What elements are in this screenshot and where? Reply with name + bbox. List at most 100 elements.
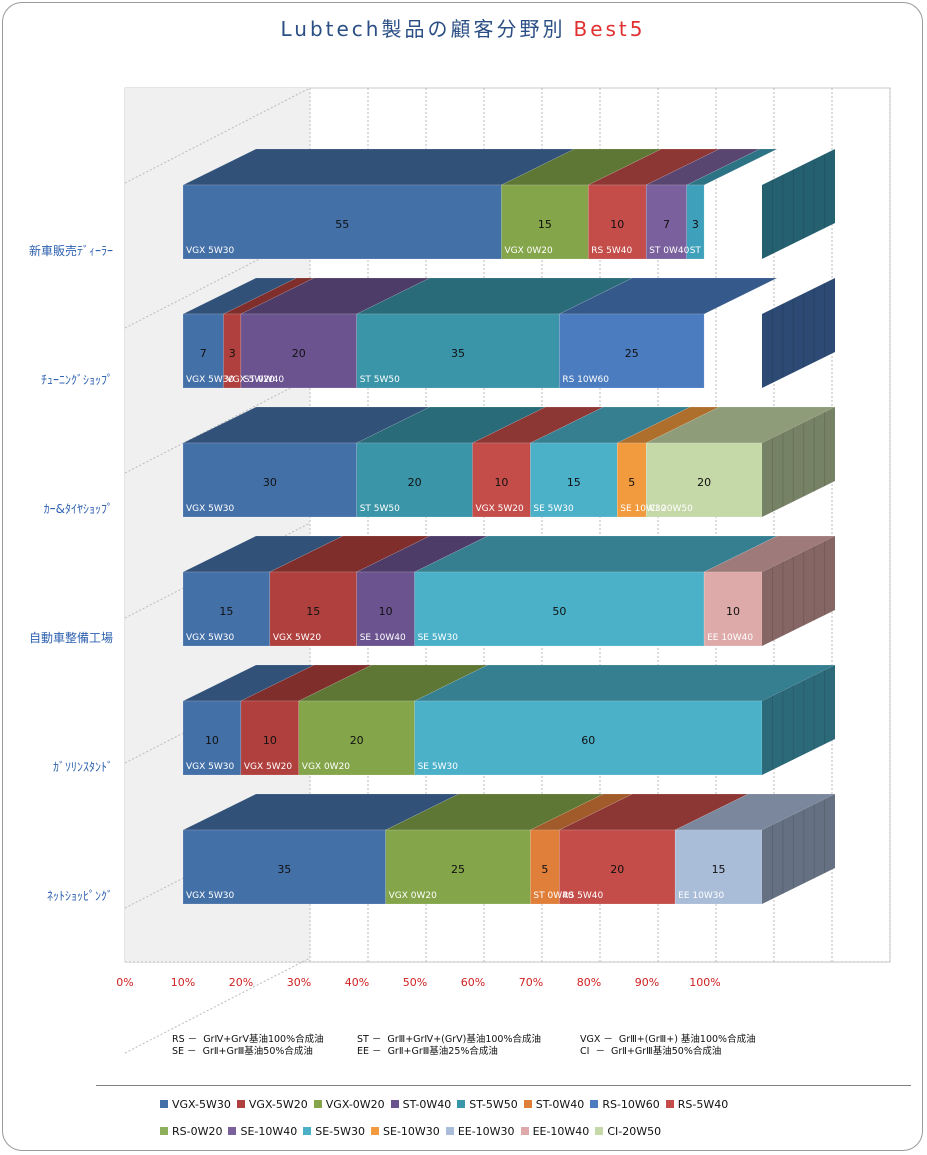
data-label: 60 bbox=[581, 734, 595, 747]
legend-label: RS-10W60 bbox=[602, 1098, 660, 1111]
x-tick-label: 90% bbox=[635, 976, 659, 989]
data-label: 25 bbox=[625, 347, 639, 360]
legend-label: VGX-0W20 bbox=[325, 1098, 385, 1111]
legend-item: RS-0W20 bbox=[160, 1125, 222, 1138]
category-label: 自動車整備工場 bbox=[29, 630, 113, 645]
series-label: SE 5W30 bbox=[418, 633, 459, 643]
data-label: 20 bbox=[292, 347, 306, 360]
bar-segment bbox=[182, 184, 502, 260]
series-label: VGX 5W30 bbox=[186, 891, 235, 901]
chart-title: Lubtech製品の顧客分野別 Best5 bbox=[281, 17, 646, 41]
data-label: 35 bbox=[451, 347, 465, 360]
legend-item: RS-10W60 bbox=[590, 1098, 660, 1111]
bar-segment bbox=[414, 700, 763, 776]
legend-swatch bbox=[520, 1127, 529, 1135]
bar-segment bbox=[530, 829, 560, 905]
x-tick-label: 100% bbox=[689, 976, 720, 989]
legend-swatch bbox=[445, 1127, 454, 1135]
data-label: 20 bbox=[408, 476, 422, 489]
legend-item: VGX-5W20 bbox=[236, 1098, 308, 1111]
bar-segment bbox=[472, 442, 531, 518]
bar-row: 30 VGX 5W30 20 ST 5W50 10 VGX 5W20 15 SE 5W30 5 S… bbox=[182, 406, 836, 518]
gridline bbox=[124, 87, 311, 184]
legend-item: SE-5W30 bbox=[303, 1125, 365, 1138]
data-label: 15 bbox=[306, 605, 320, 618]
legend-item: CI-20W50 bbox=[595, 1125, 661, 1138]
legend-item: ST-5W50 bbox=[457, 1098, 518, 1111]
chart-title-accent: Best5 bbox=[573, 17, 645, 41]
bar-segment bbox=[645, 184, 687, 260]
data-label: 55 bbox=[335, 218, 349, 231]
bar-segment bbox=[645, 442, 763, 518]
data-label: 3 bbox=[229, 347, 236, 360]
bar-side bbox=[762, 278, 835, 388]
x-tick-label: 70% bbox=[519, 976, 543, 989]
series-label: EE 10W40 bbox=[707, 633, 753, 643]
series-label: VGX 5W20 bbox=[273, 633, 322, 643]
series-label: ST 0W40 bbox=[649, 246, 689, 256]
bar-row: 35 VGX 5W30 25 VGX 0W20 5 ST 0W40 20 RS 5W40 15 E… bbox=[182, 793, 836, 905]
bar-segment bbox=[240, 700, 300, 776]
data-label: 20 bbox=[350, 734, 364, 747]
bar-segment bbox=[269, 571, 357, 647]
value-axis: 0% 10% 20% 30% 40% 50% 60% 70% 80% 90% 100% bbox=[116, 976, 720, 989]
series-label: SE 5W30 bbox=[418, 762, 459, 772]
series-label: ST 5W50 bbox=[360, 504, 400, 514]
data-label: 15 bbox=[538, 218, 552, 231]
legend-swatch bbox=[390, 1100, 399, 1108]
bar-segment bbox=[559, 313, 705, 389]
data-label: 5 bbox=[541, 863, 548, 876]
data-label: 20 bbox=[610, 863, 624, 876]
x-tick-label: 10% bbox=[171, 976, 195, 989]
bar-segment bbox=[182, 442, 357, 518]
note-st: ST － GrⅢ+GrⅣ+(GrⅤ)基油100%合成油 bbox=[357, 1034, 542, 1045]
bar-segment bbox=[559, 829, 676, 905]
legend-separator bbox=[96, 1085, 911, 1086]
data-label: 15 bbox=[712, 863, 726, 876]
bar-segment bbox=[501, 184, 589, 260]
bar-segment bbox=[674, 829, 763, 905]
x-tick-label: 40% bbox=[345, 976, 369, 989]
legend-swatch bbox=[457, 1100, 466, 1108]
legend-label: SE-5W30 bbox=[315, 1125, 366, 1138]
series-label: VGX 0W20 bbox=[504, 246, 553, 256]
category-axis: 新車販売ﾃﾞｨｰﾗｰ ﾁｭｰﾆﾝｸﾞｼｮｯﾌﾟ ｶｰ&ﾀｲﾔｼｮｯﾌﾟ 自動車整備工場… bbox=[29, 243, 113, 903]
legend-label: EE-10W40 bbox=[532, 1125, 590, 1138]
legend-label: RS-0W20 bbox=[172, 1125, 223, 1138]
bar-segment bbox=[356, 571, 415, 647]
bar-segment bbox=[298, 700, 415, 776]
chart-legend: VGX-5W30 VGX-5W20 VGX-0W20 ST-0W40 ST-5W50 ST… bbox=[160, 1098, 800, 1152]
series-label: RS 5W40 bbox=[562, 891, 603, 901]
legend-swatch bbox=[160, 1100, 168, 1108]
note-ee: EE － GrⅡ+GrⅢ基油25%合成油 bbox=[357, 1046, 498, 1057]
bar-segment bbox=[617, 442, 647, 518]
legend-item: SE-10W40 bbox=[228, 1125, 297, 1138]
legend-label: CI-20W50 bbox=[607, 1125, 662, 1138]
bar-segment-top bbox=[414, 664, 836, 702]
series-label: VGX 0W20 bbox=[389, 891, 438, 901]
legend-label: ST-0W40 bbox=[535, 1098, 585, 1111]
bar-segment bbox=[385, 829, 531, 905]
note-vgx: VGX － GrⅢ+(GrⅢ+) 基油100%合成油 bbox=[580, 1034, 756, 1045]
bar-side bbox=[762, 794, 835, 904]
series-label: SE 5W30 bbox=[533, 504, 574, 514]
series-label: ST 0W40 bbox=[244, 375, 284, 385]
series-label: VGX 5W30 bbox=[186, 504, 235, 514]
bar-segment bbox=[182, 829, 386, 905]
bar-row: 15 VGX 5W30 15 VGX 5W20 10 SE 10W40 50 SE 5W30 1… bbox=[182, 535, 836, 647]
note-rs: RS － GrⅣ+GrⅤ基油100%合成油 bbox=[172, 1034, 324, 1045]
legend-label: VGX-5W20 bbox=[248, 1098, 308, 1111]
legend-item: VGX-0W20 bbox=[313, 1098, 385, 1111]
x-tick-label: 0% bbox=[116, 976, 133, 989]
data-label: 10 bbox=[610, 218, 624, 231]
data-label: 15 bbox=[567, 476, 581, 489]
legend-item: ST-0W40 bbox=[523, 1098, 585, 1111]
x-tick-label: 30% bbox=[287, 976, 311, 989]
legend-label: ST-5W50 bbox=[469, 1098, 518, 1111]
legend-item: VGX-5W30 bbox=[160, 1098, 231, 1111]
series-label: VGX 5W20 bbox=[476, 504, 525, 514]
legend-swatch bbox=[371, 1127, 380, 1135]
legend-swatch bbox=[523, 1100, 532, 1108]
legend-swatch bbox=[303, 1127, 312, 1135]
